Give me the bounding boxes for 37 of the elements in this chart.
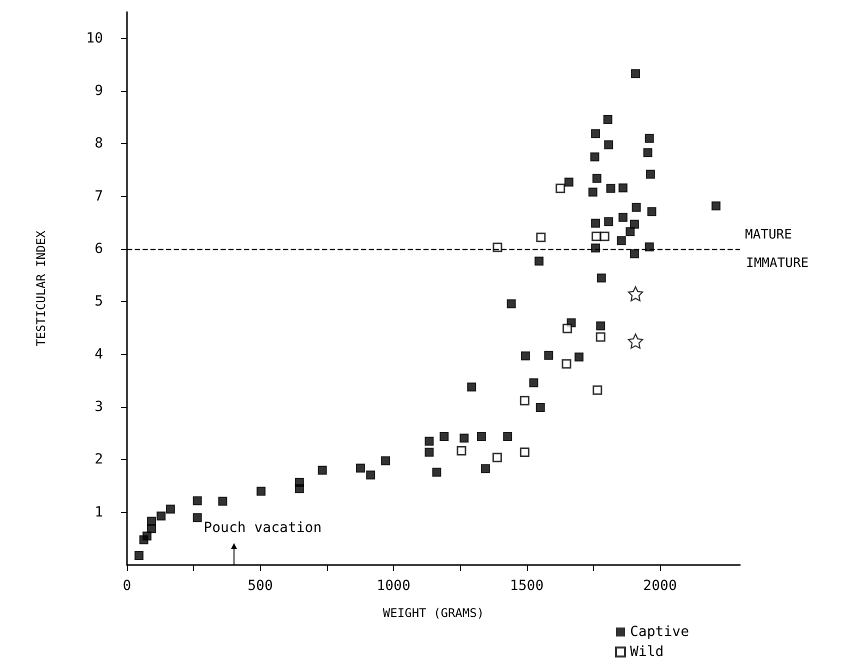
x-tick-label: 2000	[643, 578, 677, 594]
annotation: Pouch vacation	[204, 520, 322, 536]
y-axis-title: TESTICULAR INDEX	[34, 230, 48, 346]
point	[556, 184, 566, 194]
legend-label: Wild	[630, 644, 664, 660]
y-tick-label: 5	[94, 294, 103, 310]
x-axis-title: WEIGHT (GRAMS)	[382, 606, 484, 620]
point	[492, 452, 502, 462]
x-tick-label: 500	[248, 578, 273, 594]
y-tick-label: 10	[86, 30, 103, 46]
text: IMMATURE	[746, 256, 809, 271]
point	[520, 448, 530, 458]
point	[600, 232, 610, 242]
point	[456, 446, 466, 456]
point	[596, 332, 606, 342]
x-tick-label: 1000	[376, 578, 410, 594]
y-tick-label: 2	[94, 452, 103, 468]
x-tick-label: 0	[122, 578, 132, 594]
y-tick-label: 9	[94, 83, 103, 99]
y-tick-label: 8	[94, 136, 103, 152]
point	[520, 396, 530, 406]
point	[628, 286, 644, 302]
point	[562, 359, 572, 369]
y-tick-label: 3	[94, 399, 103, 415]
y-tick-label: 6	[94, 241, 103, 257]
point	[562, 324, 572, 334]
legend-label: Captive	[630, 624, 690, 640]
point	[492, 242, 502, 252]
point	[592, 232, 602, 242]
y-tick-label: 4	[94, 346, 103, 362]
y-tick-label: 1	[94, 504, 103, 520]
point	[536, 232, 546, 242]
point	[592, 385, 602, 395]
x-tick-label: 1500	[510, 578, 544, 594]
y-tick-label: 7	[94, 188, 103, 204]
point	[628, 334, 644, 349]
ref-line-label: MATURE	[745, 228, 792, 242]
